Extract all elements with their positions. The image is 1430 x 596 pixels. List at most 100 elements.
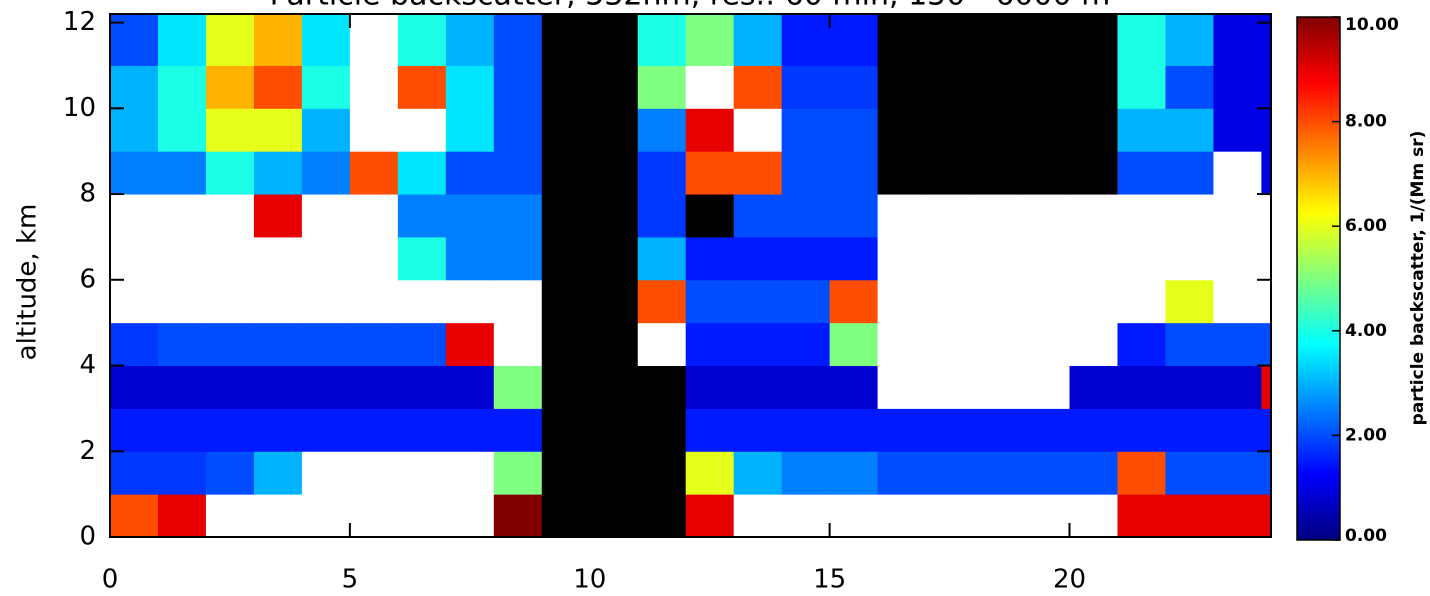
heat-cell: [733, 65, 783, 109]
heat-cell: [349, 494, 399, 538]
heat-cell: [397, 194, 447, 238]
missing-cell: [541, 108, 591, 152]
heat-cell: [733, 151, 783, 195]
heat-cell: [1165, 22, 1214, 66]
heat-cell: [1261, 408, 1272, 452]
heat-cell: [1261, 22, 1272, 66]
heat-cell: [1261, 279, 1272, 324]
missing-cell: [589, 194, 639, 238]
missing-cell: [1021, 108, 1071, 152]
heat-cell: [1021, 194, 1071, 238]
colorbar-tick-label: 10.00: [1345, 15, 1399, 35]
missing-cell: [925, 22, 975, 66]
missing-cell: [589, 408, 639, 452]
heat-cell: [1213, 408, 1262, 452]
heat-cell: [973, 494, 1023, 538]
heat-cell: [397, 494, 447, 538]
heat-cell: [397, 408, 447, 452]
heat-cell: [205, 494, 255, 538]
heat-cell: [205, 365, 255, 409]
missing-cell: [589, 494, 639, 538]
heat-cell: [829, 108, 879, 152]
missing-cell: [877, 65, 927, 109]
heat-cell: [253, 14, 303, 24]
missing-cell: [877, 14, 927, 24]
colorbar: [1296, 16, 1341, 541]
missing-cell: [541, 408, 591, 452]
y-tick-label: 4: [79, 350, 96, 380]
heat-cell: [157, 65, 207, 109]
heat-cell: [877, 408, 927, 452]
heat-cell: [110, 494, 159, 538]
heat-cell: [397, 14, 447, 24]
heat-cell: [157, 194, 207, 238]
heat-cell: [301, 408, 351, 452]
heat-cell: [1213, 108, 1262, 152]
heat-cell: [157, 108, 207, 152]
heat-cell: [973, 236, 1023, 281]
missing-cell: [589, 322, 639, 367]
missing-cell: [541, 14, 591, 24]
heat-cell: [301, 451, 351, 495]
heat-cell: [349, 65, 399, 109]
heat-cell: [110, 236, 159, 281]
heat-cell: [349, 322, 399, 367]
heat-cell: [301, 22, 351, 66]
heat-cell: [397, 451, 447, 495]
missing-cell: [589, 65, 639, 109]
heat-cell: [1069, 236, 1118, 281]
heat-cell: [1261, 65, 1272, 109]
missing-cell: [1021, 22, 1071, 66]
heat-cell: [829, 408, 879, 452]
heat-cell: [445, 65, 495, 109]
heat-cell: [1165, 65, 1214, 109]
heat-cell: [349, 408, 399, 452]
heat-cell: [925, 451, 975, 495]
heat-cell: [397, 279, 447, 324]
heat-cell: [397, 151, 447, 195]
missing-cell: [925, 108, 975, 152]
heat-cell: [110, 322, 159, 367]
heat-cell: [685, 14, 735, 24]
chart-title: Particle backscatter, 532nm, res.: 60 mi…: [270, 0, 1111, 13]
x-tick-label: 10: [573, 565, 606, 595]
heat-cell: [1069, 494, 1118, 538]
heat-cell: [1117, 408, 1166, 452]
heat-cell: [829, 322, 879, 367]
heat-cell: [445, 451, 495, 495]
heat-cell: [493, 451, 543, 495]
heat-cell: [253, 22, 303, 66]
missing-cell: [589, 451, 639, 495]
heat-cell: [445, 194, 495, 238]
heat-cell: [301, 151, 351, 195]
heat-cell: [1069, 279, 1118, 324]
colorbar-label: particle backscatter, 1/(Mm sr): [1408, 131, 1428, 426]
heat-cell: [829, 22, 879, 66]
heat-cell: [1165, 236, 1214, 281]
heat-cell: [781, 494, 831, 538]
heat-cell: [781, 279, 831, 324]
heat-cell: [301, 194, 351, 238]
heat-cell: [1213, 451, 1262, 495]
missing-cell: [1069, 14, 1118, 24]
heat-cell: [301, 322, 351, 367]
heat-cell: [637, 108, 687, 152]
heat-cell: [925, 279, 975, 324]
heat-cell: [110, 451, 159, 495]
missing-cell: [541, 151, 591, 195]
heat-cell: [637, 236, 687, 281]
heat-cell: [205, 65, 255, 109]
heat-cell: [733, 494, 783, 538]
missing-cell: [589, 14, 639, 24]
missing-cell: [1069, 151, 1118, 195]
heat-cell: [781, 451, 831, 495]
x-tick-label: 5: [342, 565, 359, 595]
heat-cell: [829, 279, 879, 324]
heat-cell: [781, 65, 831, 109]
heat-cell: [157, 365, 207, 409]
heat-cell: [733, 108, 783, 152]
heat-cell: [205, 151, 255, 195]
missing-cell: [637, 494, 687, 538]
missing-cell: [1069, 108, 1118, 152]
heat-cell: [637, 151, 687, 195]
